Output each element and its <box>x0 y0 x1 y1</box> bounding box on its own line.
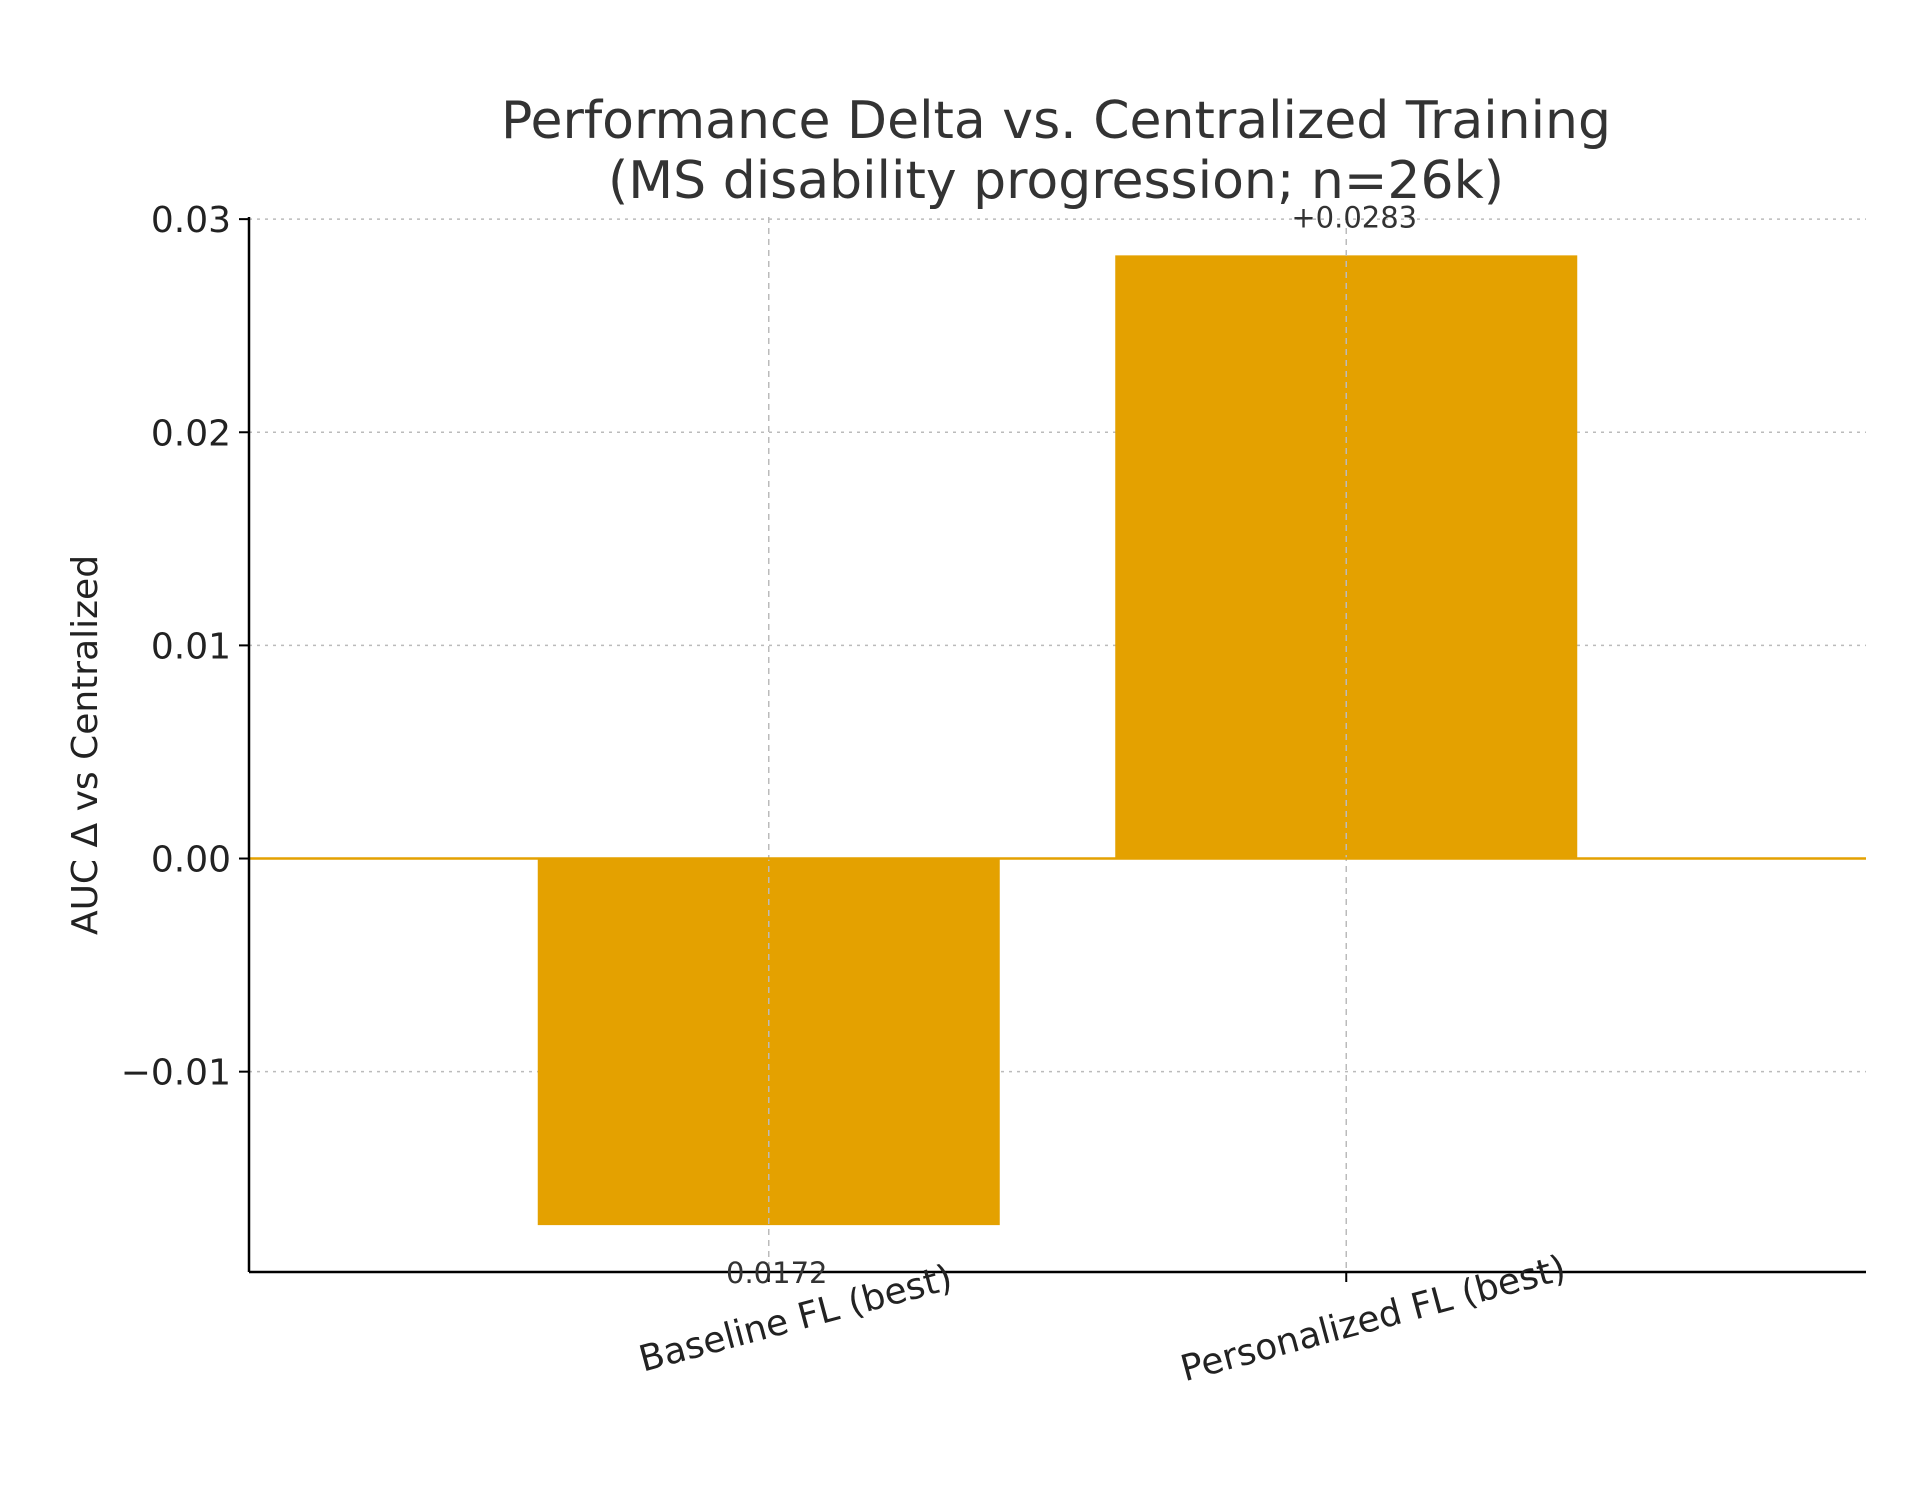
data-label: +0.0283 <box>1291 200 1417 234</box>
y-tick-label: 0.03 <box>151 200 231 241</box>
y-tick-label: 0.00 <box>151 840 231 881</box>
y-tick-label: 0.01 <box>151 626 231 667</box>
data-label: 0.0172 <box>726 1256 827 1290</box>
y-axis-ticks: −0.01 0.00 0.01 0.02 0.03 <box>121 200 249 1094</box>
y-tick-label: 0.02 <box>151 413 231 454</box>
data-labels: 0.0172 +0.0283 <box>726 200 1417 1290</box>
y-axis-label: AUC Δ vs Centralized <box>65 555 106 935</box>
chart-title-line-1: Performance Delta vs. Centralized Traini… <box>501 91 1611 151</box>
chart-title-line-2: (MS disability progression; n=26k) <box>608 151 1504 211</box>
y-tick-label: −0.01 <box>121 1053 231 1094</box>
axes <box>247 217 1866 1274</box>
